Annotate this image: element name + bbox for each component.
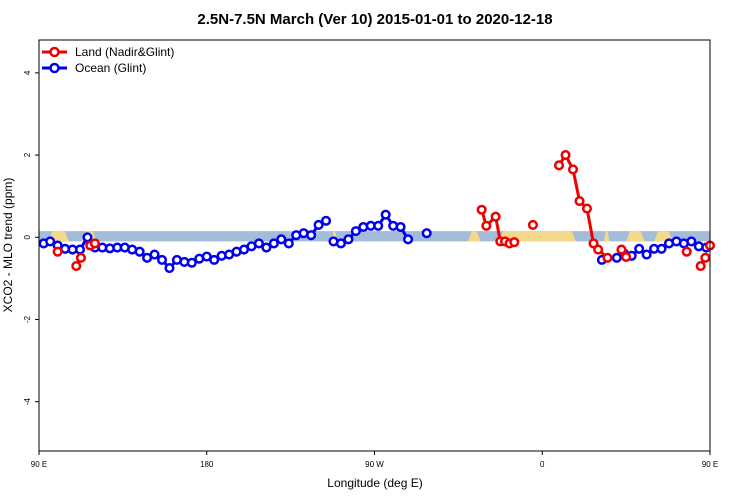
series-ocean-point <box>268 238 279 249</box>
plot-frame <box>38 39 711 452</box>
series-land-point <box>481 220 492 231</box>
series-ocean-point <box>149 249 160 260</box>
y-tick-label: 4 <box>23 70 32 75</box>
series-land-point <box>560 150 571 161</box>
series-ocean-point <box>306 230 317 241</box>
series-ocean-point <box>380 209 391 220</box>
series-ocean <box>38 209 712 274</box>
series-land-point <box>574 196 585 207</box>
band-ocean <box>39 231 710 242</box>
series-ocean-point <box>283 238 294 249</box>
series-ocean-point <box>164 263 175 274</box>
legend-land-marker <box>49 46 60 58</box>
series-land <box>52 150 716 272</box>
series-ocean-point <box>350 226 361 237</box>
series-land-point <box>681 246 692 257</box>
band-land-span <box>603 231 610 242</box>
series-land-point <box>700 252 711 263</box>
series-land-point <box>476 204 487 215</box>
series-ocean-point <box>45 236 56 247</box>
x-axis-label: Longitude (deg E) <box>327 476 422 490</box>
series-ocean-point <box>686 236 697 247</box>
series-land-point <box>71 261 82 272</box>
series-ocean-point <box>403 234 414 245</box>
x-tick-label: 90 E <box>702 460 718 469</box>
zero-band <box>39 231 710 242</box>
y-axis-label: XCO2 - MLO trend (ppm) <box>1 178 15 313</box>
series-ocean-point <box>320 215 332 226</box>
x-tick-label: 0 <box>540 460 545 469</box>
series-ocean-point <box>634 243 645 254</box>
series-ocean-point <box>421 228 432 239</box>
series-ocean-point <box>134 246 145 257</box>
y-tick-label: -2 <box>23 315 32 323</box>
band-land-span <box>499 231 576 242</box>
series-ocean-point <box>343 234 354 245</box>
series-ocean-point <box>186 257 197 268</box>
x-tick-label: 90 W <box>365 460 384 469</box>
series-ocean-point <box>156 254 168 265</box>
series-land-point <box>490 211 501 222</box>
y-axis: -4 -2 0 2 4 <box>23 70 39 405</box>
series-ocean-point <box>641 249 652 260</box>
legend-land-label: Land (Nadir&Glint) <box>75 45 174 59</box>
series-land-point <box>89 238 100 249</box>
series-land-point <box>509 237 520 248</box>
legend-ocean-marker <box>49 62 60 74</box>
band-land-span <box>467 231 481 242</box>
series-land-point <box>695 261 706 272</box>
chart-title: 2.5N-7.5N March (Ver 10) 2015-01-01 to 2… <box>197 11 552 28</box>
legend-ocean-label: Ocean (Glint) <box>75 61 146 75</box>
x-axis: 90 E 180 90 W 0 90 E <box>31 451 718 469</box>
series-land-point <box>553 160 565 171</box>
series-land-point <box>52 246 63 257</box>
series-ocean-point <box>253 238 264 249</box>
series-ocean-point <box>82 232 93 243</box>
series-land-point <box>593 244 604 255</box>
series-land-point <box>527 219 538 230</box>
series-ocean-point <box>261 242 272 253</box>
series-ocean-point <box>209 254 220 265</box>
series-ocean-point <box>276 234 287 245</box>
series-ocean-point <box>373 220 384 231</box>
series-land-point <box>75 252 86 263</box>
legend: Land (Nadir&Glint) Ocean (Glint) <box>42 45 174 75</box>
series-land-point <box>581 203 593 214</box>
band-land-span <box>626 231 645 242</box>
y-tick-label: -4 <box>23 398 32 406</box>
series-land-point <box>602 252 613 263</box>
series-ocean-point <box>395 221 406 233</box>
x-tick-label: 90 E <box>31 460 47 469</box>
series-land-point <box>567 164 579 175</box>
series-ocean-point <box>74 244 86 255</box>
series-ocean-point <box>656 243 667 254</box>
x-tick-label: 180 <box>200 460 214 469</box>
series-land-point <box>616 244 627 255</box>
series-land-point <box>621 251 632 263</box>
series-ocean-point <box>313 219 324 230</box>
series-ocean-point <box>335 238 347 249</box>
series-layer <box>38 150 716 274</box>
y-tick-label: 2 <box>23 152 32 157</box>
series-ocean-point <box>611 252 622 263</box>
y-tick-label: 0 <box>23 235 32 240</box>
series-land-point <box>588 238 599 249</box>
